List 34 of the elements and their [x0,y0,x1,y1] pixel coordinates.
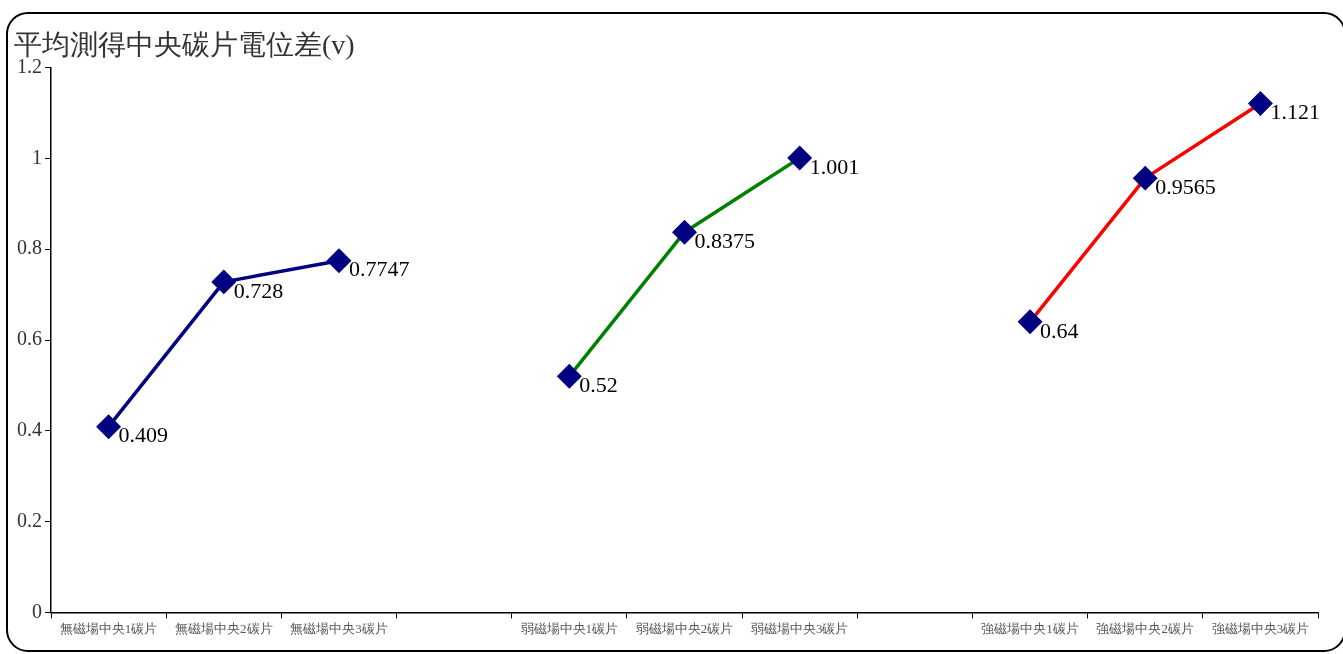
point [787,146,812,170]
x-tick-label: 無磁場中央2碳片 [175,620,273,636]
y-tick-label: 0.6 [17,327,42,350]
y-tick-label: 0 [32,599,42,622]
point [1133,166,1157,190]
x-tick-label: 弱磁場中央2碳片 [635,620,734,636]
data-label: 1.121 [1270,99,1320,125]
data-label: 0.8375 [694,227,755,253]
data-label: 0.7747 [348,256,410,282]
point [96,414,121,439]
x-tick-label: 無磁場中央3碳片 [290,620,388,636]
y-tick-label: 1 [32,145,42,168]
x-tick-label: 弱磁場中央1碳片 [520,620,619,636]
point [557,364,582,389]
y-tick-label: 0.4 [17,418,42,441]
data-label: 1.001 [809,153,860,179]
x-tick-label: 無磁場中央1碳片 [59,620,158,636]
data-label: 0.9565 [1155,173,1216,199]
x-tick-label: 強磁場中央3碳片 [1211,620,1310,636]
point [212,270,236,294]
x-tick-label: 弱磁場中央3碳片 [750,620,849,636]
x-tick-label: 強磁場中央1碳片 [981,620,1079,636]
chart-title: 平均測得中央碳片電位差(v) [14,29,355,61]
data-label: 0.52 [579,372,618,398]
point [327,248,351,273]
y-tick-label: 0.2 [17,508,42,531]
point [672,220,697,244]
data-label: 0.409 [118,422,169,448]
data-label: 0.64 [1040,317,1079,343]
x-tick-label: 強磁場中央2碳片 [1096,620,1194,636]
y-tick-label: 0.8 [17,236,42,259]
point [1248,91,1273,116]
point [1018,310,1042,334]
data-label: 0.728 [233,277,284,303]
